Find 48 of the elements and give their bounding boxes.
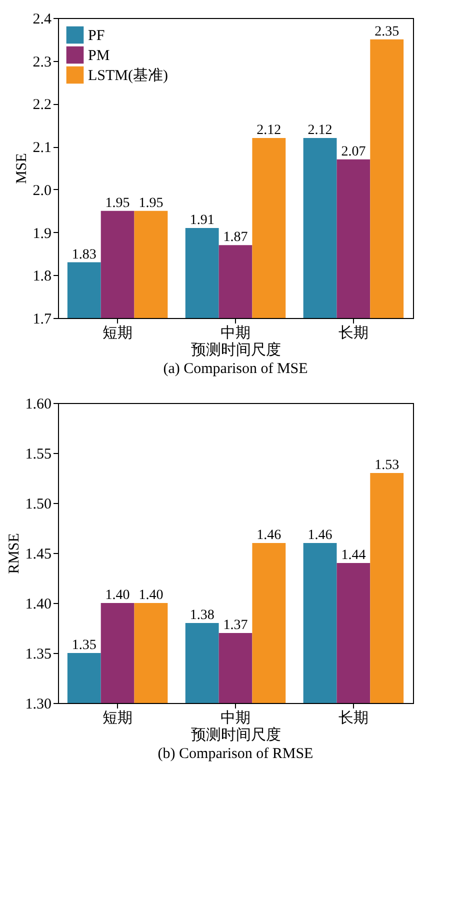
legend-label: PM — [88, 48, 110, 64]
data-label: 1.46 — [256, 528, 282, 543]
y-tick-label: 1.45 — [25, 546, 52, 562]
data-label: 1.35 — [72, 638, 96, 653]
y-tick-label: 1.9 — [32, 226, 52, 242]
text: (b) Comparison of RMSE — [158, 746, 314, 762]
data-label: 1.87 — [223, 230, 248, 246]
x-tick-label: 长期 — [338, 710, 368, 726]
data-label: 1.37 — [223, 618, 248, 633]
y-tick-label: 2.4 — [32, 12, 52, 28]
x-tick-label: 中期 — [220, 710, 250, 726]
x-tick-label: 长期 — [338, 324, 368, 342]
y-tick-label: 1.8 — [32, 268, 52, 285]
data-label: 2.12 — [256, 123, 282, 138]
x-tick-label: 短期 — [102, 710, 133, 726]
data-label: 1.95 — [138, 196, 164, 211]
legend-label: PF — [88, 28, 105, 44]
legend-label: LSTM(基准) — [88, 67, 168, 84]
y-tick-label: 2.0 — [32, 182, 52, 199]
data-label: 1.46 — [308, 528, 332, 543]
data-label: 1.40 — [138, 588, 164, 603]
y-tick-label: 2.3 — [32, 54, 52, 70]
data-label: 1.44 — [341, 548, 366, 563]
data-label: 1.95 — [105, 196, 130, 211]
data-label: 2.35 — [374, 24, 400, 40]
y-axis-title: RMSE — [6, 533, 22, 574]
data-label: 1.91 — [190, 213, 214, 228]
x-tick-label: 中期 — [220, 324, 250, 342]
y-axis-title: MSE — [14, 153, 30, 184]
y-tick-label: 2.2 — [32, 97, 52, 114]
x-tick-label: 短期 — [102, 324, 133, 342]
text: (a) Comparison of MSE — [163, 361, 308, 377]
y-tick-label: 1.35 — [25, 646, 52, 662]
y-tick-label: 1.60 — [25, 396, 52, 412]
y-tick-label: 1.7 — [32, 312, 52, 328]
y-tick-label: 2.1 — [32, 140, 52, 156]
x-axis-title: 预测时间尺度 — [191, 726, 281, 744]
x-axis-title: 预测时间尺度 — [191, 342, 281, 358]
data-label: 1.83 — [72, 247, 96, 262]
y-tick-label: 1.40 — [25, 596, 52, 612]
data-label: 1.53 — [374, 458, 400, 473]
data-label: 2.12 — [308, 123, 332, 138]
data-label: 2.07 — [341, 144, 366, 160]
y-tick-label: 1.30 — [25, 696, 52, 712]
y-tick-label: 1.50 — [25, 496, 52, 512]
data-label: 1.38 — [190, 608, 214, 623]
y-tick-label: 1.55 — [25, 446, 52, 462]
data-label: 1.40 — [105, 588, 130, 603]
